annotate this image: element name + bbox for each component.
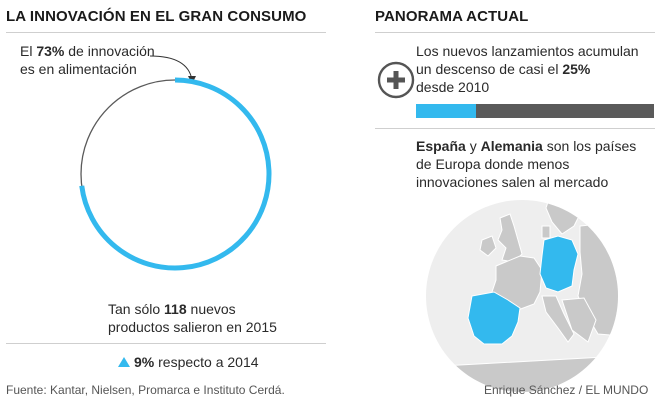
launches-text: Los nuevos lanzamientos acumulan un desc… <box>416 43 639 95</box>
yearly-change-value: 9% <box>134 354 155 370</box>
yearly-change-text: 9% respecto a 2014 <box>118 353 259 371</box>
map-denmark <box>541 225 551 239</box>
right-panel-title: PANORAMA ACTUAL <box>375 8 529 25</box>
country-spain: España <box>416 138 466 154</box>
food-share-donut <box>79 55 272 271</box>
europe-map <box>426 200 618 392</box>
increase-triangle-icon <box>118 357 130 367</box>
right-title-divider <box>375 32 655 33</box>
left-bottom-divider <box>6 343 326 344</box>
left-panel-title: LA INNOVACIÓN EN EL GRAN CONSUMO <box>6 8 307 25</box>
source-note: Fuente: Kantar, Nielsen, Promarca e Inst… <box>6 383 285 397</box>
new-products-value: 118 <box>164 301 187 317</box>
map-france <box>491 255 543 311</box>
plus-circle-icon <box>377 61 415 99</box>
right-middle-divider <box>375 128 655 129</box>
food-share-text: El 73% de innovación es en alimentación <box>20 43 155 77</box>
map-germany <box>539 235 579 293</box>
map-italy <box>541 295 575 343</box>
donut-callout-arrow <box>149 55 193 81</box>
country-germany: Alemania <box>480 138 543 154</box>
map-ireland <box>479 235 497 257</box>
donut-ring-food-arc <box>79 77 272 271</box>
food-share-value: 73% <box>36 43 65 59</box>
launches-decline-value: 25% <box>562 61 591 77</box>
launches-decline-bar-fill <box>416 104 476 118</box>
map-balkans <box>561 297 597 343</box>
new-products-text: Tan sólo 118 nuevos productos salieron e… <box>108 301 277 335</box>
launches-decline-bar <box>416 104 654 118</box>
countries-text: España y Alemania son los países de Euro… <box>416 138 637 190</box>
left-title-divider <box>6 32 326 33</box>
map-iberia <box>467 291 521 345</box>
credit-note: Enrique Sánchez / EL MUNDO <box>484 383 649 397</box>
